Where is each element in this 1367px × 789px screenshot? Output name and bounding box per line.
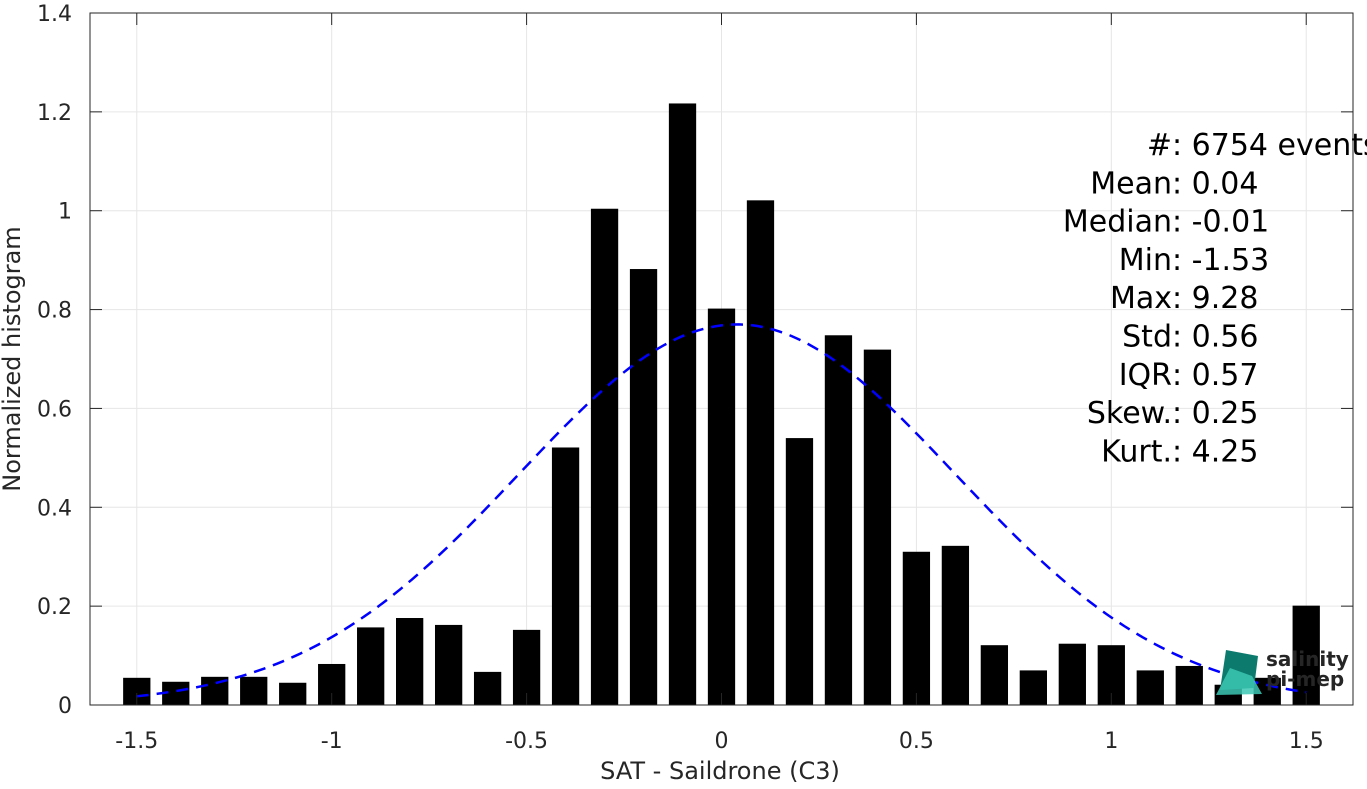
- x-tick-label: 0: [715, 729, 729, 754]
- histogram-bar: [824, 335, 853, 705]
- y-tick-label: 1: [58, 200, 72, 225]
- histogram-bar: [590, 208, 619, 706]
- stat-label: Max: [1110, 281, 1172, 316]
- x-tick-label: -1.5: [115, 729, 158, 754]
- logo-text-line1: salinity: [1266, 647, 1349, 671]
- histogram-bar: [434, 624, 463, 705]
- ticks-layer: -1.5 -1 -0.5 0 0.5 1 1.5 0 0.2 0.4 0.6 0.8 1 1.2 1.4: [37, 2, 1353, 754]
- histogram-bar: [1058, 643, 1086, 705]
- y-tick-label: 1.4: [37, 2, 72, 27]
- stat-label: IQR: [1119, 358, 1172, 393]
- x-tick-label: 1: [1104, 729, 1118, 754]
- histogram-bar: [668, 103, 697, 705]
- bars-layer: [123, 103, 1320, 706]
- logo-mark-icon: [1216, 650, 1262, 695]
- histogram-bar: [1019, 670, 1047, 705]
- stat-label: Mean: [1090, 166, 1172, 201]
- y-axis-title: Normalized histogram: [0, 226, 26, 491]
- histogram-bar: [473, 671, 502, 705]
- histogram-bar: [785, 438, 814, 705]
- stat-value: : 6754 events: [1172, 128, 1367, 163]
- histogram-bar: [1175, 665, 1203, 705]
- stat-label: Std: [1122, 320, 1172, 355]
- stat-value: : 0.25: [1172, 396, 1258, 431]
- histogram-bar: [941, 545, 970, 705]
- x-tick-label: -0.5: [505, 729, 548, 754]
- histogram-bar: [240, 676, 268, 705]
- y-tick-label: 0.2: [37, 595, 72, 620]
- stat-value: : 9.28: [1172, 281, 1258, 316]
- x-tick-label: 1.5: [1289, 729, 1324, 754]
- histogram-bar: [357, 627, 385, 705]
- histogram-bar: [980, 645, 1009, 705]
- stat-label: #: [1147, 128, 1172, 163]
- histogram-bar: [279, 682, 307, 705]
- histogram-bar: [162, 681, 190, 705]
- histogram-bar: [396, 618, 424, 705]
- stat-label: Kurt.: [1101, 434, 1172, 469]
- grid-layer: [90, 12, 1353, 706]
- histogram-bar: [1292, 605, 1320, 705]
- stat-value: : 4.25: [1172, 434, 1258, 469]
- histogram-bar: [512, 629, 541, 705]
- stat-value: : -1.53: [1172, 243, 1269, 278]
- stat-label: Skew.: [1087, 396, 1172, 431]
- y-tick-label: 0.8: [37, 299, 72, 324]
- histogram-bar: [629, 269, 658, 705]
- x-tick-label: 0.5: [899, 729, 934, 754]
- stat-value: : 0.04: [1172, 166, 1258, 201]
- y-tick-label: 0.4: [37, 496, 72, 521]
- x-tick-label: -1: [321, 729, 343, 754]
- histogram-bar: [551, 447, 580, 705]
- y-tick-label: 0.6: [37, 397, 72, 422]
- stat-value: : -0.01: [1172, 205, 1269, 240]
- logo-text-line2: pi-mep: [1266, 667, 1344, 691]
- histogram-bar: [1136, 670, 1164, 705]
- stat-value: : 0.56: [1172, 320, 1258, 355]
- histogram-bar: [746, 200, 775, 705]
- stat-value: : 0.57: [1172, 358, 1258, 393]
- y-tick-label: 0: [58, 694, 72, 719]
- salinity-pimep-logo: salinity pi-mep: [1216, 647, 1349, 695]
- histogram-bar: [902, 551, 931, 705]
- stat-label: Median: [1063, 205, 1172, 240]
- histogram-bar: [863, 349, 892, 705]
- fit-layer: [136, 323, 1307, 698]
- stat-label: Min: [1119, 243, 1172, 278]
- y-tick-label: 1.2: [37, 101, 72, 126]
- histogram-bar: [707, 308, 736, 705]
- normal-fit-curve: [136, 323, 1307, 698]
- x-axis-title: SAT - Saildrone (C3): [600, 757, 840, 785]
